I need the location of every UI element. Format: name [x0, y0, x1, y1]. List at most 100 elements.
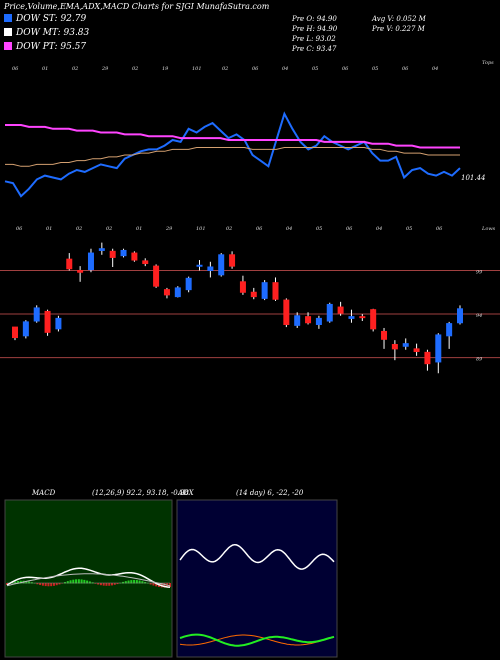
candle-body: [22, 321, 29, 337]
macd-histogram-bar: [152, 583, 155, 586]
bottom-date-label: 05: [406, 226, 412, 232]
macd-histogram-bar: [39, 583, 42, 586]
candle-body: [109, 250, 116, 258]
macd-histogram-bar: [138, 580, 141, 584]
candle-body: [305, 316, 312, 324]
macd-histogram-bar: [141, 581, 144, 584]
macd-histogram-bar: [113, 583, 116, 585]
macd-histogram-bar: [47, 583, 50, 587]
top-date-label: 02: [222, 66, 228, 72]
bottom-date-label: 02: [106, 226, 112, 232]
legend-dow-mt: DOW MT: 93.83: [4, 28, 89, 38]
stat-pre-open: Pre O: 94.90: [292, 15, 337, 23]
ema-series-2: [5, 124, 460, 149]
adx-panel: [179, 543, 335, 647]
adx-params: (14 day) 6, -22, -20: [236, 489, 304, 497]
bottom-date-label: 05: [316, 226, 322, 232]
macd-histogram-bar: [66, 581, 69, 584]
macd-title: MACD: [32, 489, 56, 497]
macd-histogram-bar: [99, 583, 102, 586]
candle-body: [55, 317, 62, 330]
macd-histogram-bar: [69, 580, 72, 584]
candle-body: [163, 289, 170, 296]
adx-di-plus-line: [179, 633, 335, 647]
candle-body: [326, 303, 333, 322]
candle-body: [120, 249, 127, 257]
legend-dow-pt: DOW PT: 95.57: [4, 42, 86, 52]
macd-histogram-bar: [149, 583, 152, 585]
candle-body: [229, 254, 236, 267]
stat-pre-close: Pre C: 93.47: [292, 45, 337, 53]
macd-histogram-bar: [133, 579, 136, 584]
ema-series-1: [5, 147, 460, 167]
candle-body: [337, 306, 344, 314]
macd-histogram-bar: [50, 583, 53, 587]
ema-series-0: [4, 111, 461, 198]
candle-body: [424, 351, 431, 365]
top-date-label: 05: [312, 66, 318, 72]
candle-body: [142, 260, 149, 265]
macd-params: (12,26,9) 92.2, 93.18, -0.98: [92, 489, 189, 497]
candle-body: [272, 282, 279, 300]
candle-body: [370, 309, 377, 330]
candle-body: [446, 323, 453, 337]
macd-line: [6, 567, 171, 589]
top-date-label: 05: [372, 66, 378, 72]
chart-title: Price,Volume,EMA,ADX,MACD Charts for SJG…: [4, 2, 270, 11]
bottom-date-label: 04: [376, 226, 382, 232]
candlestick-panel: 99 94 89 Lows 06 01 02 02 01 29 101 02 06 04 05 06 04 05 0…: [0, 226, 500, 374]
legend-swatch-st: [4, 14, 12, 22]
macd-histogram-bar: [83, 579, 86, 584]
top-date-label: 06: [342, 66, 349, 72]
candle-body: [402, 343, 409, 347]
bottom-date-label: 29: [165, 226, 173, 232]
macd-histogram-bar: [97, 583, 100, 585]
macd-histogram-bar: [80, 579, 83, 584]
macd-histogram-bar: [72, 579, 75, 584]
bottom-date-label: 101: [196, 226, 206, 232]
macd-panel-bg: [4, 499, 173, 658]
bottom-date-label: 04: [286, 226, 292, 232]
macd-histogram-bar: [28, 581, 31, 584]
candle-body: [348, 316, 355, 319]
legend-swatch-mt: [4, 28, 12, 36]
macd-histogram-bar: [25, 581, 28, 584]
bottom-date-label: 01: [46, 226, 52, 232]
legend-label-mt: DOW MT: 93.83: [16, 28, 90, 38]
bottom-date-label: 02: [226, 226, 232, 232]
top-date-label: 02: [72, 66, 78, 72]
bottom-date-label: 06: [256, 226, 263, 232]
candle-body: [294, 315, 301, 326]
candle-body: [207, 266, 214, 271]
macd-histogram-bar: [52, 583, 55, 586]
top-date-label: 06: [402, 66, 409, 72]
bottom-date-label: 01: [136, 226, 142, 232]
macd-histogram-bar: [116, 583, 119, 585]
candle-body: [98, 248, 105, 251]
candle-body: [174, 287, 181, 298]
macd-histogram-bar: [75, 579, 78, 584]
candle-body: [77, 269, 84, 273]
top-date-label: 101: [192, 66, 202, 72]
bottom-date-label: 06: [346, 226, 353, 232]
macd-histogram-bar: [41, 583, 44, 586]
y-tick-label: 99: [476, 269, 483, 275]
candle-body: [87, 252, 94, 271]
candle-body: [435, 334, 442, 363]
candle-body: [261, 282, 268, 299]
candle-body: [283, 299, 290, 325]
y-tick-label: 94: [476, 313, 482, 319]
top-date-label: 04: [432, 66, 438, 72]
macd-histogram-bar: [105, 583, 108, 586]
macd-histogram-bar: [127, 580, 130, 584]
macd-histogram-bar: [94, 583, 97, 584]
candle-body: [153, 265, 160, 287]
macd-histogram-bar: [122, 581, 125, 584]
last-value-label: 101.44: [461, 174, 486, 182]
top-date-label: 06: [12, 66, 19, 72]
stat-pre-low: Pre L: 93.02: [292, 35, 336, 43]
legend-label-st: DOW ST: 92.79: [16, 14, 87, 24]
adx-title: ADX: [178, 489, 194, 497]
stat-avg-volume: Avg V: 0.052 M: [372, 15, 426, 23]
